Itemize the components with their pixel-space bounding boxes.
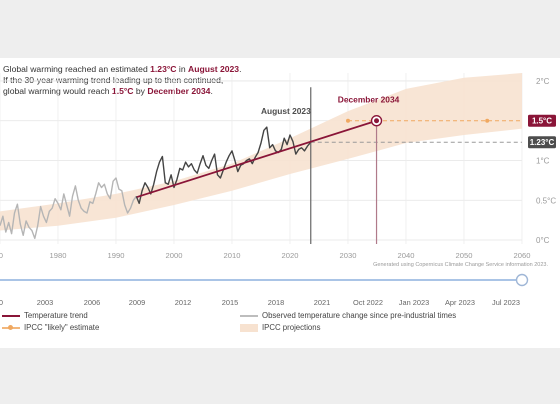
current-warming-value: 1.23°C xyxy=(150,64,177,74)
intro-text: Global warming reached an estimated 1.23… xyxy=(3,64,241,97)
projected-date: December 2034 xyxy=(147,86,211,96)
slider-handle[interactable] xyxy=(515,273,529,287)
intro-line-2: If the 30-year warming trend leading up … xyxy=(3,75,224,85)
y-tick-label: 2°C xyxy=(536,77,550,86)
timeline-tick-label: 2018 xyxy=(268,298,284,307)
x-tick-label: 2050 xyxy=(456,251,473,260)
badge-1-5: 1.5°C xyxy=(532,117,552,126)
legend-item-ipcc-likely: IPCC "likely" estimate xyxy=(2,323,99,332)
timeline-slider[interactable] xyxy=(0,272,560,288)
ipcc-projection-band xyxy=(0,73,522,231)
legend-label-ipcc-projections: IPCC projections xyxy=(262,323,321,332)
intro-text-part: in xyxy=(176,64,188,74)
legend-label-ipcc-likely: IPCC "likely" estimate xyxy=(24,323,100,332)
annotation-december-2034: December 2034 xyxy=(338,95,400,105)
warming-chart: 0°C 0.5°C 1°C 1.5°C 2°C 1970 1980 1990 2000 2010 2… xyxy=(0,73,556,260)
x-tick-label: 2060 xyxy=(514,251,531,260)
background-top xyxy=(0,0,560,58)
ipcc-likely-start-dot xyxy=(346,118,350,123)
intro-line-3: global warming would reach 1.5°C by Dece… xyxy=(3,86,241,97)
legend-item-ipcc-projections: IPCC projections xyxy=(240,323,321,332)
legend-swatch-ipcc-likely xyxy=(2,324,20,332)
intro-text-part: global warming would reach xyxy=(3,86,112,96)
credit-text: Generated using Copernicus Climate Chang… xyxy=(373,262,548,268)
legend-swatch-trend xyxy=(2,314,20,317)
legend-item-trend: Temperature trend xyxy=(2,311,88,320)
x-tick-label: 2010 xyxy=(224,251,241,260)
badge-1-23: 1.23°C xyxy=(530,138,555,147)
intro-text-part: . xyxy=(239,64,242,74)
legend-label-trend: Temperature trend xyxy=(24,311,88,320)
annotation-august-2023: August 2023 xyxy=(261,106,311,116)
y-tick-label: 0°C xyxy=(536,236,550,245)
timeline-tick-label: 2009 xyxy=(129,298,145,307)
intro-text-part: by xyxy=(133,86,148,96)
projection-point-inner xyxy=(374,118,380,124)
legend-swatch-ipcc-projections xyxy=(240,323,258,332)
timeline-tick-label: Oct 2022 xyxy=(353,298,383,307)
legend: Temperature trend Observed temperature c… xyxy=(0,309,560,339)
x-tick-label: 2020 xyxy=(282,251,299,260)
legend-label-observed: Observed temperature change since pre-in… xyxy=(262,311,457,320)
y-tick-label: 1°C xyxy=(536,156,550,165)
legend-swatch-observed xyxy=(240,314,258,317)
timeline-tick-label: 2012 xyxy=(175,298,191,307)
timeline-tick-label: 2003 xyxy=(37,298,53,307)
trend-line xyxy=(136,119,377,198)
projected-warming-value: 1.5°C xyxy=(111,86,134,96)
legend-item-observed: Observed temperature change since pre-in… xyxy=(240,311,456,320)
badge-1-23-bg xyxy=(528,136,556,149)
badge-1-5-bg xyxy=(528,114,556,127)
background-bottom xyxy=(0,348,560,404)
timeline-tick-label: Jan 2023 xyxy=(399,298,429,307)
ipcc-likely-end-dot xyxy=(485,118,490,123)
timeline-tick-label: Apr 2023 xyxy=(445,298,475,307)
intro-text-part: . xyxy=(210,86,213,96)
x-tick-label: 1970 xyxy=(0,251,3,260)
timeline-tick-label: 2021 xyxy=(314,298,330,307)
timeline-tick-label: Jul 2023 xyxy=(492,298,520,307)
intro-text-part: Global warming reached an estimated xyxy=(3,64,151,74)
x-tick-label: 1980 xyxy=(50,251,67,260)
timeline-tick-label: 2000 xyxy=(0,298,3,307)
x-tick-label: 2040 xyxy=(398,251,415,260)
y-tick-label: 0.5°C xyxy=(536,196,556,205)
observed-series-early xyxy=(0,177,137,240)
x-tick-label: 2030 xyxy=(340,251,357,260)
x-tick-label: 2000 xyxy=(166,251,183,260)
timeline-axis: 2000 2003 2006 2009 2012 2015 2018 2021 Oct 2022… xyxy=(0,298,520,307)
current-date: August 2023 xyxy=(187,64,240,74)
intro-line-1: Global warming reached an estimated 1.23… xyxy=(3,64,241,75)
timeline-tick-label: 2015 xyxy=(222,298,238,307)
x-tick-label: 1990 xyxy=(108,251,125,260)
timeline-tick-label: 2006 xyxy=(84,298,100,307)
